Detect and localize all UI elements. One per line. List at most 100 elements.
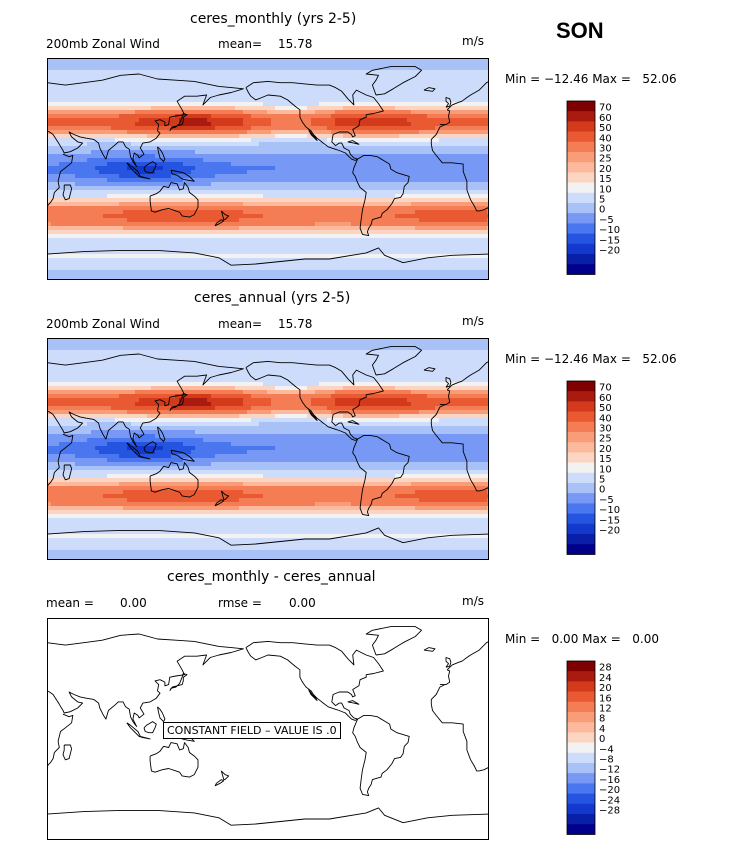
- coastline: [220, 490, 230, 501]
- colorbar-swatch: [567, 432, 595, 443]
- coastline: [347, 420, 360, 425]
- coastline: [365, 66, 422, 96]
- colorbar-swatch: [567, 411, 595, 423]
- colorbar-swatch: [567, 462, 595, 474]
- colorbar-frame: [566, 100, 596, 275]
- coastlines: [47, 346, 489, 546]
- colorbar-tick-label: −15: [599, 515, 620, 526]
- coastline: [47, 73, 244, 167]
- colorbar-tick-label: 5: [599, 475, 605, 486]
- colorbar-tick-label: 20: [599, 683, 612, 694]
- colorbar-frame: [566, 660, 596, 835]
- panel1-variable: 200mb Zonal Wind: [46, 37, 160, 51]
- colorbar-swatch: [567, 523, 595, 535]
- coastline: [47, 633, 244, 727]
- coastline: [126, 442, 151, 460]
- colorbar-tick-label: 10: [599, 184, 612, 195]
- coastline: [430, 404, 489, 492]
- coastline: [430, 124, 489, 212]
- colorbar-swatch: [567, 243, 595, 255]
- colorbar-swatch: [567, 712, 595, 723]
- colorbar-tick-label: 20: [599, 444, 612, 455]
- colorbar-tick-label: 70: [599, 383, 612, 394]
- coastline: [365, 626, 422, 656]
- coastline: [47, 807, 489, 826]
- colorbar-tick-label: −15: [599, 235, 620, 246]
- colorbar-tick-label: 70: [599, 103, 612, 114]
- coastline: [439, 641, 489, 686]
- colorbar-tick-label: −16: [599, 775, 620, 786]
- colorbar-tick-label: 0: [599, 485, 605, 496]
- coastline: [214, 219, 225, 227]
- coastline: [143, 721, 157, 734]
- colorbar-swatch: [567, 814, 595, 825]
- coastline: [149, 462, 199, 498]
- colorbar-tick-label: −8: [599, 755, 614, 766]
- colorbar-swatch: [567, 421, 595, 433]
- colorbar-swatch: [567, 131, 595, 143]
- colorbar-tick-label: 15: [599, 454, 612, 465]
- coastline: [157, 146, 166, 163]
- panel3-title: ceres_monthly - ceres_annual: [167, 569, 376, 585]
- colorbar-swatch: [567, 381, 595, 392]
- coastline: [423, 87, 436, 92]
- colorbar-swatch: [567, 172, 595, 183]
- colorbar-swatch: [567, 391, 595, 402]
- coastline: [308, 689, 318, 702]
- coastline: [439, 361, 489, 406]
- colorbar-tick-label: 40: [599, 413, 612, 424]
- colorbar-tick-label: 10: [599, 464, 612, 475]
- coastline: [143, 441, 157, 454]
- panel1-mean-value: 15.78: [278, 37, 313, 51]
- coastline: [308, 409, 318, 422]
- coastline: [149, 182, 199, 218]
- colorbar-swatch: [567, 152, 595, 163]
- coastline: [170, 449, 195, 462]
- coastline: [245, 80, 384, 161]
- colorbar-swatch: [567, 442, 595, 453]
- colorbar-tick-label: −12: [599, 765, 620, 776]
- colorbar-swatch: [567, 742, 595, 754]
- coastline: [352, 434, 410, 517]
- colorbar-tick-label: 28: [599, 663, 612, 674]
- colorbar-tick-label: −5: [599, 495, 614, 506]
- colorbar-swatch: [567, 701, 595, 713]
- colorbar-swatch: [567, 452, 595, 463]
- colorbar-tick-label: 25: [599, 434, 612, 445]
- panel1-minmax: Min = −12.46 Max = 52.06: [505, 72, 677, 86]
- colorbar-swatch: [567, 752, 595, 764]
- colorbar-tick-label: 20: [599, 164, 612, 175]
- panel3-rmse-value: 0.00: [289, 596, 316, 610]
- coastline: [169, 393, 188, 412]
- coastline: [47, 433, 74, 488]
- colorbar-tick-label: 0: [599, 734, 605, 745]
- panel3-minmax: Min = 0.00 Max = 0.00: [505, 632, 659, 646]
- colorbar-tick-label: 12: [599, 704, 612, 715]
- coastline: [169, 673, 188, 692]
- panel2-mean-label: mean=: [218, 317, 263, 331]
- colorbar-tick-label: −5: [599, 215, 614, 226]
- coastline: [157, 426, 166, 443]
- panel2-minmax: Min = −12.46 Max = 52.06: [505, 352, 677, 366]
- panel3-mean-label: mean =: [46, 596, 94, 610]
- wind-contour-fill: [47, 338, 489, 560]
- colorbar-tick-label: 16: [599, 693, 612, 704]
- panel1-title: ceres_monthly (yrs 2-5): [190, 11, 357, 27]
- colorbar-swatch: [567, 213, 595, 224]
- coastline: [445, 377, 452, 388]
- panel3-mean-value: 0.00: [120, 596, 147, 610]
- coastline: [169, 113, 188, 132]
- colorbar-swatch: [567, 472, 595, 484]
- colorbar-tick-label: 50: [599, 403, 612, 414]
- coastline: [47, 247, 489, 266]
- coastline: [143, 161, 157, 174]
- colorbar-tick-label: 60: [599, 113, 612, 124]
- colorbar-tick-label: 24: [599, 673, 612, 684]
- coastline: [430, 684, 489, 772]
- coastline: [439, 81, 489, 126]
- coastline: [347, 700, 360, 705]
- coastline: [47, 153, 74, 208]
